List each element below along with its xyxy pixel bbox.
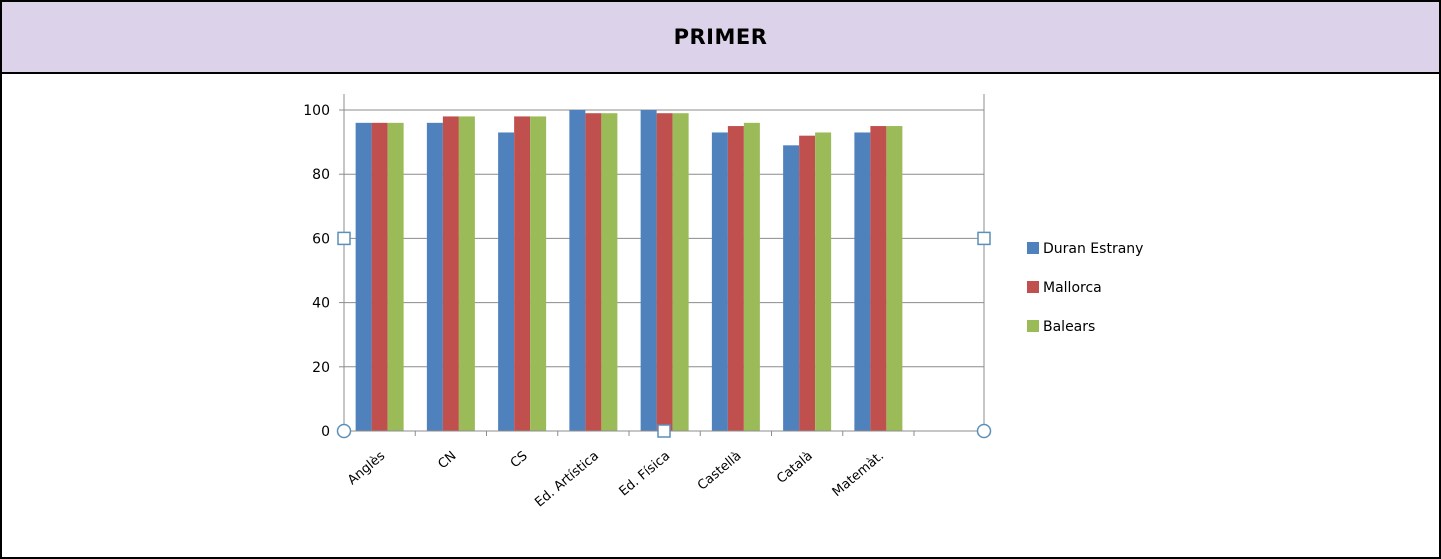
legend: Duran Estrany Mallorca Balears (1027, 241, 1143, 335)
bar (711, 132, 728, 431)
y-tick-label: 60 (312, 231, 330, 247)
bar (799, 135, 816, 431)
x-tick-label: Català (774, 449, 816, 487)
bar (815, 132, 832, 431)
x-tick-label: Anglès (345, 448, 388, 488)
x-tick-label: Ed. Física (617, 449, 674, 500)
bar (854, 132, 871, 431)
resize-handle-square[interactable] (657, 424, 671, 438)
bar (870, 126, 887, 432)
legend-label: Duran Estrany (1043, 241, 1143, 257)
y-tick-label: 0 (321, 424, 330, 440)
y-tick-label: 80 (312, 167, 330, 183)
legend-swatch (1027, 320, 1039, 332)
bars (355, 110, 903, 432)
y-tick-labels: 0 20 40 60 80 100 (303, 103, 330, 440)
bar (585, 113, 602, 432)
resize-handle-square[interactable] (977, 231, 991, 246)
legend-swatch (1027, 242, 1039, 254)
x-tick-label: CS (508, 449, 531, 472)
bar (514, 116, 531, 432)
resize-handle-square[interactable] (337, 231, 351, 246)
bar (458, 116, 475, 432)
bar (530, 116, 547, 432)
x-tick-label: Castellà (695, 449, 745, 494)
x-tick-label: Ed. Artística (532, 449, 602, 511)
bar (601, 113, 618, 432)
bar (727, 126, 744, 432)
y-tick-label: 20 (312, 360, 330, 376)
resize-handle-round[interactable] (976, 423, 992, 439)
x-tick-label: CN (435, 449, 459, 473)
x-tick-labels: Anglès CN CS Ed. Artística Ed. Física Castell… (345, 448, 887, 510)
bar (886, 126, 903, 432)
bar (783, 145, 800, 431)
y-tick-label: 100 (303, 103, 330, 119)
bar (656, 113, 673, 432)
legend-swatch (1027, 281, 1039, 293)
header-bar: PRIMER (2, 2, 1439, 74)
resize-handle-round[interactable] (336, 423, 352, 439)
legend-label: Balears (1043, 319, 1095, 335)
bar (640, 110, 657, 431)
y-tick-label: 40 (312, 296, 330, 312)
bar (355, 122, 372, 431)
bar (371, 122, 388, 431)
bar (498, 132, 515, 431)
bar (672, 113, 689, 432)
selection-handles[interactable] (336, 231, 992, 439)
bar (442, 116, 459, 432)
x-tick-label: Matemàt. (830, 449, 887, 500)
bar (743, 122, 760, 431)
bar (387, 122, 404, 431)
legend-label: Mallorca (1043, 280, 1102, 296)
bar (569, 110, 586, 431)
bar (426, 122, 443, 431)
page-title: PRIMER (673, 25, 768, 49)
